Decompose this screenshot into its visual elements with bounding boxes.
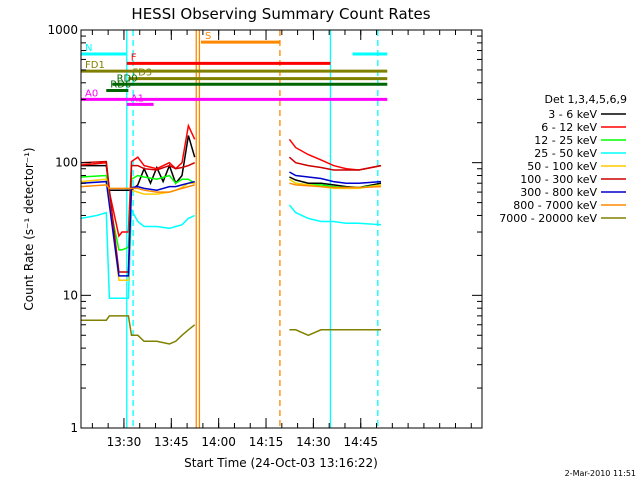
flag-label-s: S [205,31,211,42]
x-tick-label: 14:15 [249,435,284,449]
flag-label-rd6: RD6 [110,79,131,90]
x-tick-label: 14:00 [201,435,236,449]
y-tick-label: 1 [70,421,78,435]
series-line-4 [80,178,195,281]
flag-label-a0: A0 [85,88,98,99]
legend-entry-label: 300 - 800 keV [520,186,597,199]
plot-frame [80,29,483,429]
legend-entry-label: 100 - 300 keV [520,173,597,186]
series-line-5 [288,156,382,171]
legend-entry-label: 12 - 25 keV [534,134,597,147]
series-line-8 [81,315,196,345]
x-tick-label: 13:45 [154,435,189,449]
series-line-6 [80,180,195,277]
legend-entry-label: 50 - 100 keV [527,160,597,173]
legend-entry-label: 3 - 6 keV [548,108,597,121]
series-layer [80,123,382,345]
series-line-3 [80,207,196,300]
series-line-1 [80,123,196,238]
flag-label-fd3: FD3 [132,68,152,79]
y-tick-label: 100 [55,156,78,170]
legend-entry-label: 800 - 7000 keV [513,199,597,212]
legend-entry-label: 6 - 12 keV [541,121,597,134]
series-line-2 [288,178,382,189]
axes-layer: 1 10 100 1000 13:30 13:45 14:00 14:15 14:30 14:45 [47,23,482,449]
series-line-6 [289,171,382,184]
y-tick-label: 10 [63,288,78,302]
x-tick-label: 14:45 [343,435,378,449]
x-tick-label: 13:30 [107,435,142,449]
x-axis-label: Start Time (24-Oct-03 13:16:22) [184,456,378,470]
legend-title: Det 1,3,4,5,6,9 [544,93,627,106]
legend-entry-label: 7000 - 20000 keV [499,212,597,225]
flag-label-rd0: RD0 [117,73,138,84]
flag-label-f: F [131,52,137,63]
flag-label-a1: A1 [131,93,144,104]
series-line-8 [289,329,381,337]
x-tick-label: 14:30 [296,435,331,449]
chart-title: HESSI Observing Summary Count Rates [131,5,430,23]
legend-entry-label: 25 - 50 keV [534,147,597,160]
y-axis-label: Count Rate (s⁻¹ detector⁻¹) [22,147,36,310]
y-tick-label: 1000 [47,23,78,37]
series-line-3 [288,204,382,226]
flag-label-fd1: FD1 [85,60,105,71]
series-line-0 [81,135,196,191]
series-line-7 [80,184,195,193]
flag-label-n: N [85,43,92,54]
series-line-5 [80,160,196,273]
date-stamp: 2-Mar-2010 11:51 [565,469,636,478]
series-line-7 [289,182,382,189]
series-line-1 [288,138,382,171]
